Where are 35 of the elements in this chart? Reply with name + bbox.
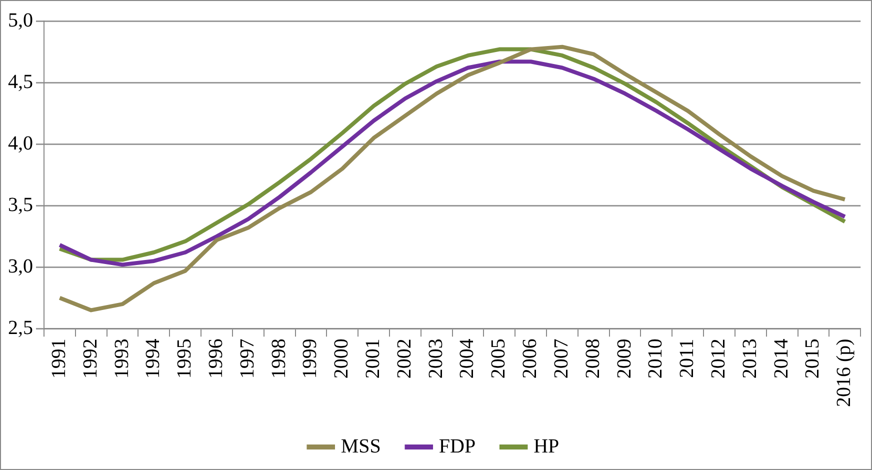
- x-tick-label: 2015: [802, 338, 824, 379]
- x-tick-label: 1994: [142, 338, 164, 379]
- x-tick-label: 1996: [204, 338, 227, 379]
- x-tick-label: 2005: [488, 338, 510, 379]
- x-tick-label: 1991: [48, 338, 70, 379]
- y-tick-label: 3,5: [8, 194, 33, 216]
- x-tick-label: 2004: [456, 338, 478, 379]
- x-tick-label: 2011: [676, 338, 698, 378]
- y-tick-label: 4,5: [8, 70, 33, 93]
- x-tick-label: 2003: [424, 338, 447, 379]
- x-tick-label: 2014: [770, 338, 792, 379]
- y-tick-label: 4,0: [8, 132, 33, 154]
- x-tick-label: 2009: [613, 338, 636, 379]
- y-tick-label: 3,0: [8, 255, 33, 278]
- x-tick-label: 2007: [550, 338, 572, 379]
- y-tick-label: 2,5: [8, 316, 33, 339]
- x-tick-label: 2010: [644, 338, 667, 379]
- x-tick-label: 2006: [519, 338, 542, 379]
- x-tick-label: 2000: [330, 338, 353, 379]
- x-tick-label: 2001: [362, 338, 384, 379]
- x-tick-label: 1995: [174, 338, 196, 379]
- x-tick-label: 2012: [708, 338, 730, 379]
- x-tick-label: 1999: [299, 338, 322, 379]
- x-tick-label: 1993: [110, 338, 133, 379]
- legend-label: MSS: [340, 435, 381, 458]
- x-tick-label: 1992: [79, 338, 102, 379]
- legend-label: FDP: [438, 435, 476, 458]
- x-tick-label: 2002: [393, 338, 416, 379]
- x-tick-label: 1997: [236, 338, 258, 379]
- x-tick-label: 1998: [268, 338, 290, 379]
- x-tick-label: 2013: [738, 338, 761, 379]
- x-tick-label: 2008: [582, 338, 604, 379]
- legend-label: HP: [534, 435, 560, 458]
- y-tick-label: 5,0: [8, 9, 33, 32]
- x-tick-label: 2016 (p): [833, 338, 856, 408]
